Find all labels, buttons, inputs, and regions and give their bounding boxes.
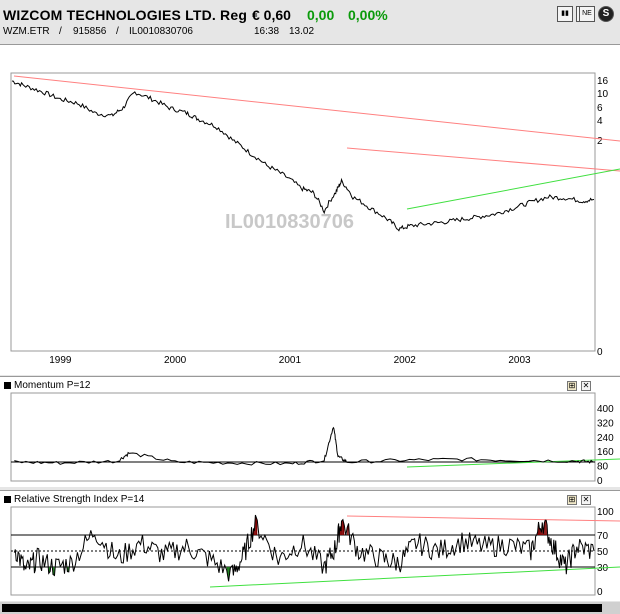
y-tick-label: 10 [597,89,609,100]
y-tick-label: 6 [597,103,603,114]
price-change-pct: 0,00% [348,7,388,23]
y-tick-label: 16 [597,76,609,87]
support-line [406,168,620,210]
quote-time: 16:38 [254,26,280,37]
overbought-fill [539,528,541,535]
y-tick-label: 70 [597,531,609,542]
price-line [11,80,595,232]
y-tick-label: 320 [597,418,614,429]
momentum-line [14,426,595,466]
price-chart[interactable]: 16 10 6 4 2 0 1999 2000 2001 2002 2003 IL0010830706 [0,45,620,375]
momentum-panel: Momentum P=12 ⊞ ✕ 400 320 240 160 80 0 [0,376,620,487]
separator: / [116,26,119,37]
scrollbar[interactable] [0,602,620,614]
indicator-marker [4,382,11,389]
y-tick-label: 0 [597,587,603,598]
y-tick-label: 100 [597,507,614,518]
x-tick-label: 2003 [508,355,531,366]
close-icon[interactable]: ✕ [581,381,591,391]
x-tick-label: 1999 [49,355,72,366]
wkn: 915856 [73,26,107,37]
y-tick-label: 2 [597,136,603,147]
y-tick-label: 80 [597,462,609,473]
rsi-chart[interactable]: 100 70 50 30 0 [0,491,620,601]
y-tick-label: 160 [597,447,614,458]
y-tick-label: 240 [597,433,614,444]
x-tick-label: 2000 [164,355,187,366]
chart-icon[interactable]: ▮▮ [557,6,573,22]
isin: IL0010830706 [129,26,193,37]
resistance-line [13,75,620,142]
header-bar: WIZCOM TECHNOLOGIES LTD. Reg € 0,60 0,00… [0,0,620,44]
scrollbar-thumb[interactable] [2,604,602,612]
y-tick-label: 4 [597,116,603,127]
symbol: WZM.ETR [3,26,50,37]
overbought-fill [545,520,547,535]
price-change: 0,00 [307,7,335,23]
plot-area [10,392,596,482]
settings-icon[interactable]: ⊞ [567,495,577,505]
rsi-panel: Relative Strength Index P=14 ⊞ ✕ 100 70 50… [0,490,620,601]
resistance-line [346,515,620,522]
y-tick-label: 0 [597,347,603,358]
separator: / [59,26,62,37]
settings-icon[interactable]: ⊞ [567,381,577,391]
x-tick-label: 2002 [394,355,417,366]
rsi-line [13,514,595,582]
y-tick-label: 30 [597,563,609,574]
y-tick-label: 0 [597,476,603,487]
security-title: WIZCOM TECHNOLOGIES LTD. Reg [3,7,248,23]
plot-area [10,72,596,352]
s-icon[interactable]: S [598,6,614,22]
resistance-line [346,147,620,172]
quote-date: 13.02 [289,26,315,37]
watermark: IL0010830706 [225,211,354,233]
support-line [209,566,620,588]
news-icon[interactable]: NE [579,6,595,22]
price-panel: 16 10 6 4 2 0 1999 2000 2001 2002 2003 IL0010830706 [0,44,620,375]
x-tick-label: 2001 [279,355,302,366]
overbought-fill [342,519,345,535]
momentum-chart[interactable]: 400 320 240 160 80 0 [0,377,620,487]
indicator-marker [4,496,11,503]
momentum-label: Momentum P=12 [14,380,91,391]
y-tick-label: 50 [597,547,609,558]
close-icon[interactable]: ✕ [581,495,591,505]
y-tick-label: 400 [597,404,614,415]
rsi-label: Relative Strength Index P=14 [14,494,145,505]
last-price: € 0,60 [252,7,291,23]
overbought-fill [347,523,349,535]
